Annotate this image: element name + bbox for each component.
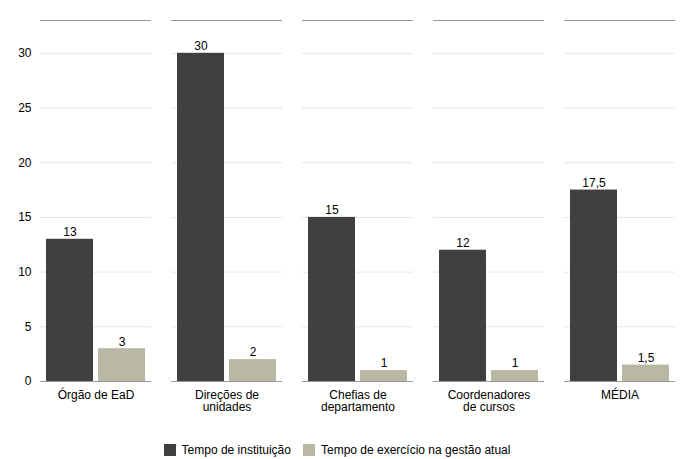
svg-text:13: 13	[63, 225, 77, 239]
svg-text:25: 25	[18, 101, 32, 115]
svg-text:15: 15	[18, 210, 32, 224]
svg-text:17,5: 17,5	[582, 176, 606, 190]
svg-text:Coordenadoresde cursos: Coordenadoresde cursos	[448, 388, 531, 414]
svg-text:1: 1	[512, 356, 519, 370]
svg-text:2: 2	[250, 345, 257, 359]
svg-text:Chefias dedepartamento: Chefias dedepartamento	[321, 388, 395, 414]
svg-text:Direções deunidades: Direções deunidades	[195, 388, 259, 414]
svg-text:12: 12	[456, 236, 470, 250]
svg-text:30: 30	[194, 39, 208, 53]
html-text:Tempo de instituição: Tempo de instituição	[181, 442, 291, 457]
svg-text:1,5: 1,5	[638, 351, 655, 365]
html-text:Tempo de exercício na gestão a: Tempo de exercício na gestão atual	[321, 442, 511, 457]
svg-text:5: 5	[25, 320, 32, 334]
svg-text:1: 1	[381, 356, 388, 370]
svg-text:MÉDIA: MÉDIA	[601, 387, 639, 402]
svg-text:10: 10	[18, 265, 32, 279]
svg-text:0: 0	[25, 374, 32, 388]
svg-text:3: 3	[119, 335, 126, 349]
svg-text:20: 20	[18, 156, 32, 170]
svg-text:15: 15	[325, 203, 339, 217]
svg-text:Órgão de EaD: Órgão de EaD	[58, 387, 135, 402]
svg-text:30: 30	[18, 46, 32, 60]
